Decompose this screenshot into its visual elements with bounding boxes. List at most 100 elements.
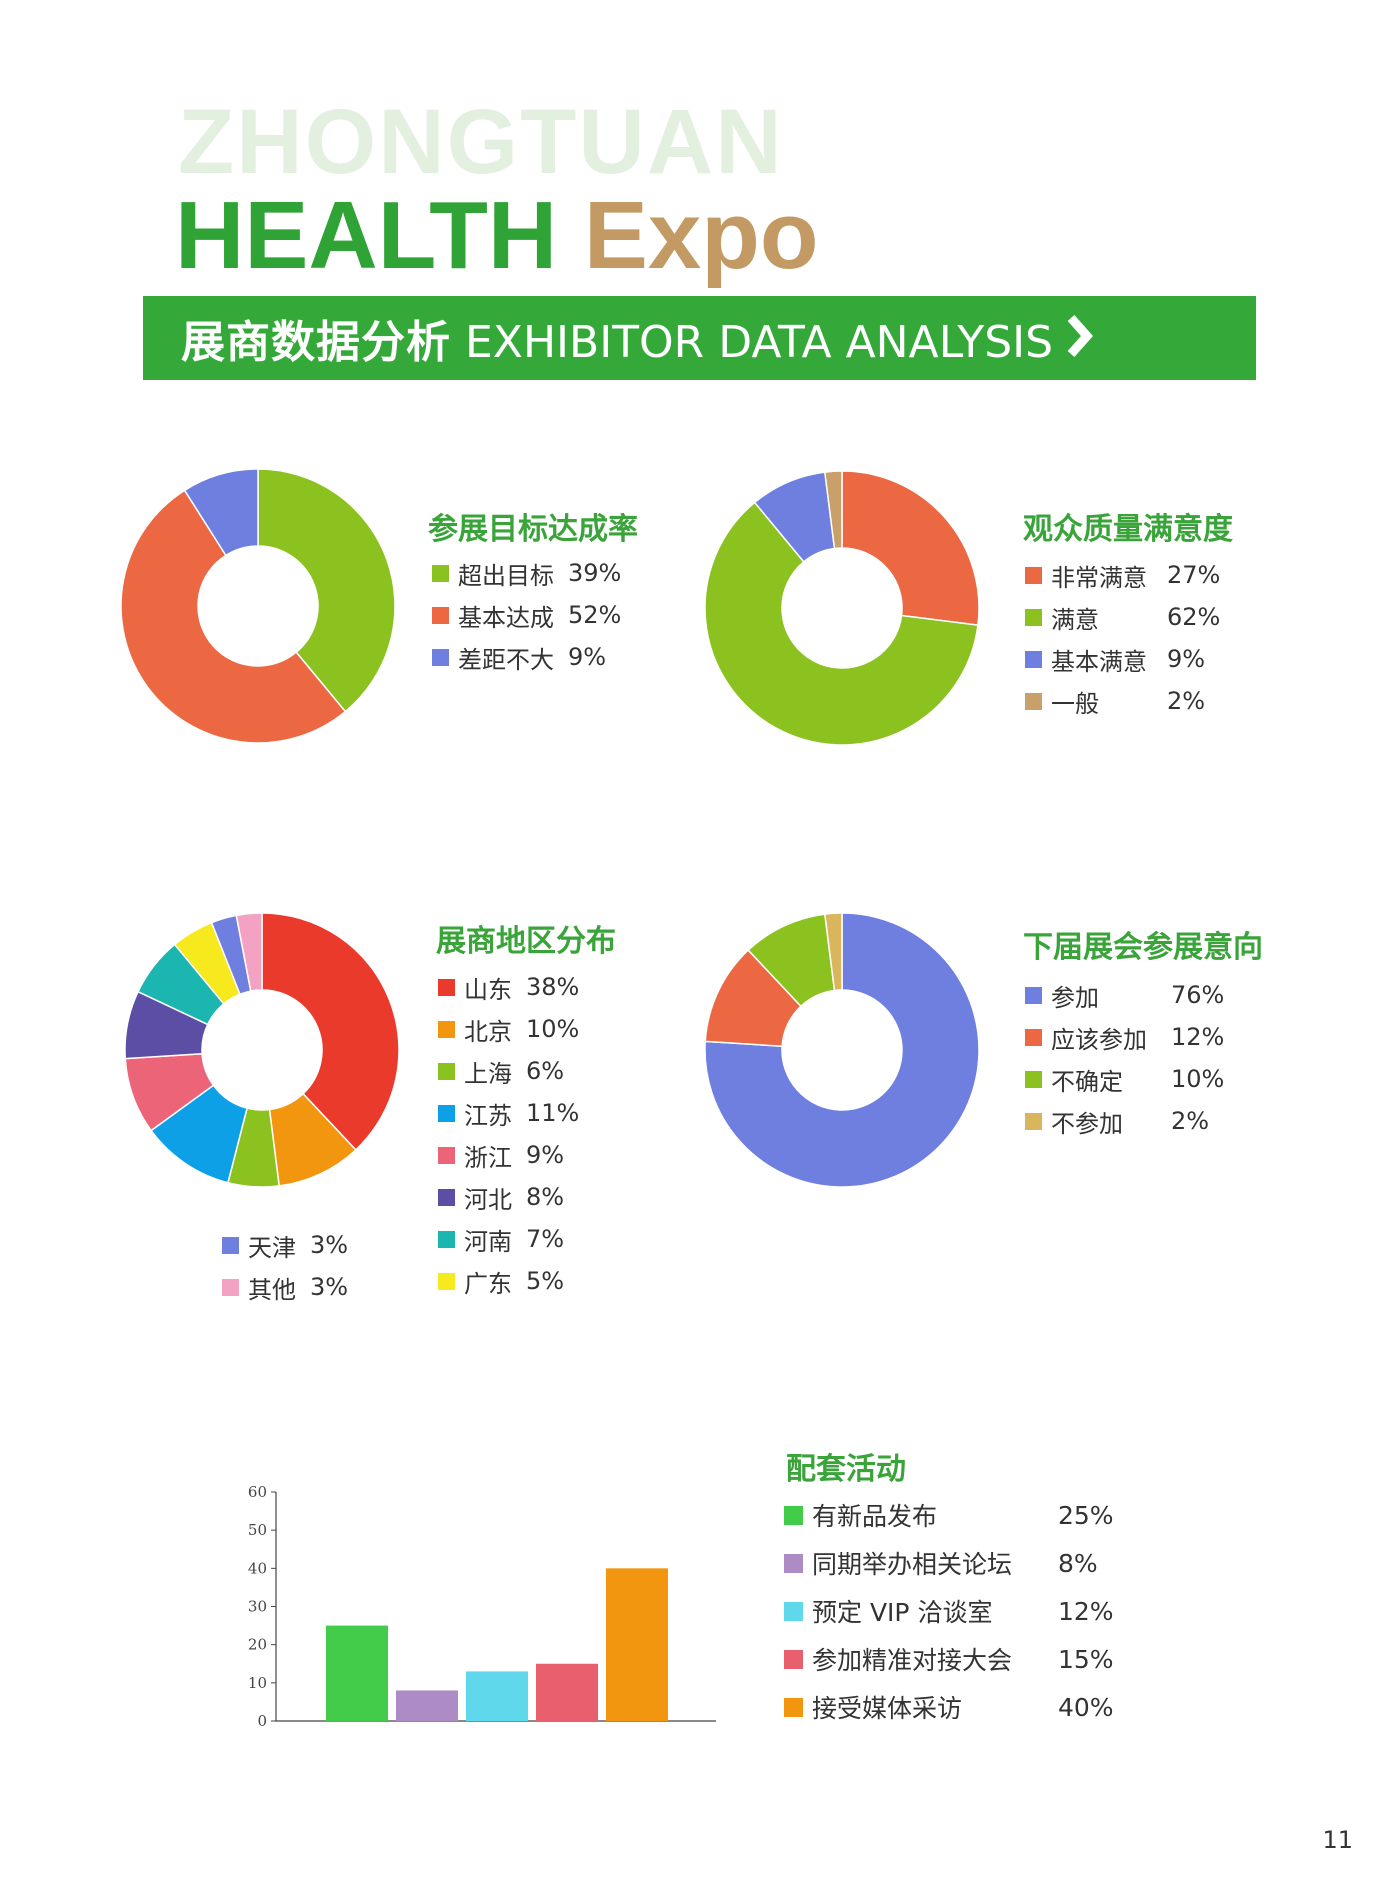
legend-item: 江苏 11% bbox=[438, 1098, 580, 1130]
donut-slice-2-0 bbox=[261, 912, 400, 1151]
legend-item: 参加 76% bbox=[1025, 980, 1224, 1012]
donut-slice-1-3 bbox=[823, 470, 843, 550]
bar-2 bbox=[466, 1671, 528, 1721]
legend-item: 不参加 2% bbox=[1025, 1106, 1209, 1138]
legend-swatch bbox=[438, 1020, 455, 1038]
legend-swatch bbox=[438, 1062, 455, 1080]
legend-value: 62% bbox=[1167, 603, 1221, 631]
donut-slice-3-3 bbox=[823, 912, 843, 992]
legend-swatch bbox=[784, 1505, 803, 1525]
bar-chart-supporting-activities: 0 10 20 30 40 50 60 bbox=[248, 1483, 716, 1730]
legend-value: 12% bbox=[1171, 1023, 1225, 1051]
legend-value: 11% bbox=[526, 1099, 580, 1127]
legend-label: 应该参加 bbox=[1051, 1025, 1147, 1054]
donut-chart-next-expo-intent bbox=[704, 912, 980, 1188]
banner-title-zh: 展商数据分析 bbox=[181, 317, 451, 368]
legend-item: 浙江 9% bbox=[438, 1140, 565, 1172]
legend-value: 2% bbox=[1171, 1107, 1210, 1135]
legend-label: 基本达成 bbox=[458, 603, 554, 632]
bar-0 bbox=[326, 1625, 388, 1721]
legend-label: 参加 bbox=[1051, 983, 1099, 1012]
legend-value: 52% bbox=[568, 601, 622, 629]
legend-value: 27% bbox=[1167, 561, 1221, 589]
legend-label: 预定 VIP 洽谈室 bbox=[812, 1598, 993, 1627]
legend-label: 不确定 bbox=[1051, 1067, 1123, 1096]
legend-swatch bbox=[784, 1649, 803, 1669]
donut-slice-1-0 bbox=[841, 470, 980, 627]
legend-item: 其他 3% bbox=[222, 1272, 349, 1304]
legend-swatch bbox=[432, 606, 449, 624]
legend-item: 有新品发布 25% bbox=[784, 1500, 1114, 1531]
bar-4 bbox=[606, 1568, 668, 1721]
legend-value: 76% bbox=[1171, 981, 1225, 1009]
chart-title-supporting-activities: 配套活动 bbox=[786, 1452, 906, 1487]
legend-item: 满意 62% bbox=[1025, 602, 1220, 634]
legend-value: 3% bbox=[310, 1273, 349, 1301]
y-tick-label: 30 bbox=[248, 1598, 267, 1616]
legend-label: 同期举办相关论坛 bbox=[812, 1550, 1013, 1579]
chart-title-next-expo-intent: 下届展会参展意向 bbox=[1023, 930, 1263, 965]
legend-item: 预定 VIP 洽谈室 12% bbox=[784, 1596, 1114, 1627]
donut-slice-2-9 bbox=[235, 912, 263, 992]
legend-value: 8% bbox=[1058, 1548, 1098, 1578]
donut-chart-audience-satisfaction bbox=[704, 470, 980, 746]
donut-slice-0-2 bbox=[183, 468, 259, 557]
legend-swatch bbox=[438, 1104, 455, 1122]
donut-slice-3-0 bbox=[704, 912, 980, 1188]
donut-slice-0-1 bbox=[120, 489, 347, 744]
legend-label: 一般 bbox=[1051, 689, 1099, 718]
legend-swatch bbox=[432, 564, 449, 582]
legend-swatch bbox=[1025, 566, 1042, 584]
legend-item: 广东 5% bbox=[438, 1266, 565, 1298]
legend-item: 一般 2% bbox=[1025, 686, 1205, 718]
legend-swatch bbox=[784, 1697, 803, 1717]
legend-swatch bbox=[1025, 1028, 1042, 1046]
legend-item: 河南 7% bbox=[438, 1224, 565, 1256]
legend-value: 8% bbox=[526, 1183, 565, 1211]
y-tick-label: 50 bbox=[248, 1521, 267, 1539]
legend-label: 河北 bbox=[464, 1185, 512, 1214]
legend-label: 河南 bbox=[464, 1227, 512, 1256]
y-tick-label: 10 bbox=[248, 1674, 267, 1692]
legend-item: 河北 8% bbox=[438, 1182, 565, 1214]
legend-value: 15% bbox=[1058, 1644, 1114, 1674]
legend-value: 3% bbox=[310, 1231, 349, 1259]
legend-item: 基本达成 52% bbox=[432, 600, 622, 632]
legend-swatch bbox=[1025, 650, 1042, 668]
brand-health: HEALTH bbox=[175, 182, 558, 289]
legend-value: 10% bbox=[1171, 1065, 1225, 1093]
legend-value: 7% bbox=[526, 1225, 565, 1253]
legend-label: 天津 bbox=[248, 1233, 296, 1262]
donut-slice-0-0 bbox=[257, 468, 396, 713]
chart-title-audience-satisfaction: 观众质量满意度 bbox=[1023, 512, 1233, 547]
legend-value: 5% bbox=[526, 1267, 565, 1295]
brand-line-health-expo: HEALTH Expo bbox=[175, 188, 819, 284]
legend-label: 非常满意 bbox=[1051, 563, 1147, 592]
legend-label: 山东 bbox=[464, 975, 512, 1004]
legend-value: 9% bbox=[526, 1141, 565, 1169]
bar-1 bbox=[396, 1690, 458, 1721]
legend-swatch bbox=[438, 1272, 455, 1290]
bar-3 bbox=[536, 1663, 598, 1721]
legend-swatch bbox=[222, 1278, 239, 1296]
legend-label: 满意 bbox=[1051, 605, 1099, 634]
legend-swatch bbox=[438, 978, 455, 996]
donut-chart-goal-achievement bbox=[120, 468, 396, 744]
legend-swatch bbox=[1025, 692, 1042, 710]
legend-value: 2% bbox=[1167, 687, 1206, 715]
legend-value: 40% bbox=[1058, 1692, 1114, 1722]
donut-chart-region-distribution bbox=[124, 912, 400, 1188]
legend-swatch bbox=[432, 648, 449, 666]
legend-swatch bbox=[784, 1601, 803, 1621]
legend-label: 上海 bbox=[464, 1059, 512, 1088]
section-banner: 展商数据分析 EXHIBITOR DATA ANALYSIS bbox=[143, 296, 1256, 380]
legend-item: 上海 6% bbox=[438, 1056, 564, 1088]
page-number: 11 bbox=[1322, 1826, 1353, 1854]
legend-item: 应该参加 12% bbox=[1025, 1022, 1224, 1054]
legend-swatch bbox=[438, 1188, 455, 1206]
legend-label: 参加精准对接大会 bbox=[812, 1646, 1013, 1675]
legend-value: 9% bbox=[1167, 645, 1206, 673]
y-tick-label: 40 bbox=[248, 1559, 267, 1577]
legend-value: 39% bbox=[568, 559, 622, 587]
donut-slice-1-1 bbox=[704, 501, 979, 746]
